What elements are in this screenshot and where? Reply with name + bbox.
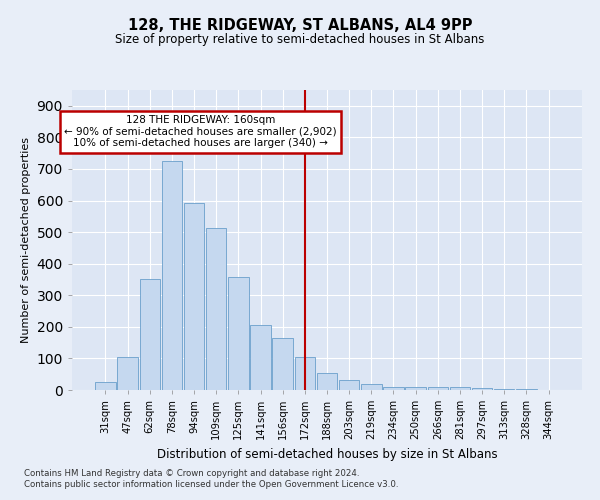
Bar [206, 228, 226, 390]
Text: Contains HM Land Registry data © Crown copyright and database right 2024.: Contains HM Land Registry data © Crown c… [24, 468, 359, 477]
Bar [295, 358, 315, 390]
Bar [140, 280, 160, 390]
Bar [184, 202, 204, 390]
Bar [383, 387, 404, 390]
Bar [361, 384, 382, 390]
Bar [339, 380, 359, 390]
Bar [406, 388, 426, 390]
Text: Size of property relative to semi-detached houses in St Albans: Size of property relative to semi-detach… [115, 32, 485, 46]
Text: 128, THE RIDGEWAY, ST ALBANS, AL4 9PP: 128, THE RIDGEWAY, ST ALBANS, AL4 9PP [128, 18, 472, 32]
Bar [494, 388, 514, 390]
Bar [228, 278, 248, 390]
Bar [428, 387, 448, 390]
Bar [472, 388, 493, 390]
Bar [317, 374, 337, 390]
Bar [450, 388, 470, 390]
Bar [250, 324, 271, 390]
Text: Contains public sector information licensed under the Open Government Licence v3: Contains public sector information licen… [24, 480, 398, 489]
Text: 128 THE RIDGEWAY: 160sqm
← 90% of semi-detached houses are smaller (2,902)
10% o: 128 THE RIDGEWAY: 160sqm ← 90% of semi-d… [64, 116, 337, 148]
Bar [161, 161, 182, 390]
Bar [272, 338, 293, 390]
Y-axis label: Number of semi-detached properties: Number of semi-detached properties [21, 137, 31, 343]
Bar [95, 382, 116, 390]
X-axis label: Distribution of semi-detached houses by size in St Albans: Distribution of semi-detached houses by … [157, 448, 497, 460]
Bar [118, 356, 138, 390]
